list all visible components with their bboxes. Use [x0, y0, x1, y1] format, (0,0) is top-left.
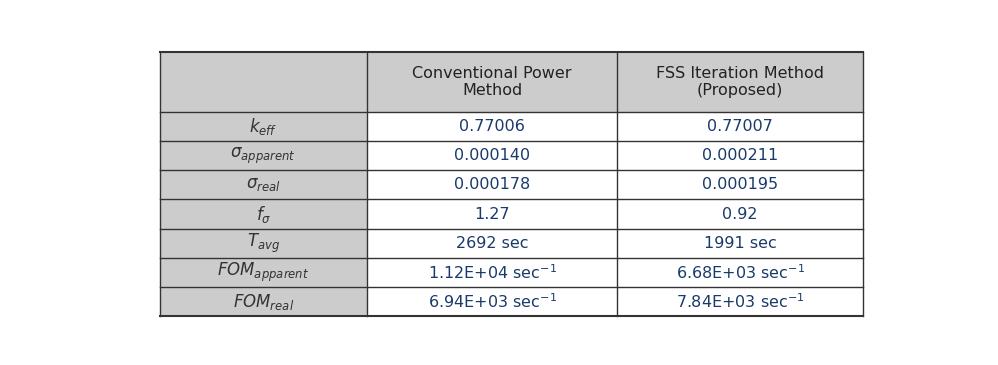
Text: 0.77007: 0.77007 [708, 119, 773, 134]
Bar [367, 112, 617, 141]
Bar [367, 170, 617, 199]
Text: $FOM_{real}$: $FOM_{real}$ [233, 292, 294, 312]
Text: Conventional Power
Method: Conventional Power Method [412, 66, 572, 98]
Bar [367, 228, 617, 258]
Bar [617, 199, 863, 228]
Bar [617, 287, 863, 316]
Text: 2692 sec: 2692 sec [456, 236, 528, 251]
Text: 6.94E+03 sec$^{-1}$: 6.94E+03 sec$^{-1}$ [427, 292, 557, 311]
Bar [367, 199, 617, 228]
Bar [617, 52, 863, 112]
Bar [367, 52, 617, 112]
Bar [160, 141, 367, 170]
Text: 0.000211: 0.000211 [703, 148, 778, 163]
Text: 0.77006: 0.77006 [459, 119, 525, 134]
Text: $\sigma_{apparent}$: $\sigma_{apparent}$ [231, 145, 296, 166]
Bar [160, 228, 367, 258]
Bar [367, 287, 617, 316]
Bar [617, 112, 863, 141]
Bar [367, 258, 617, 287]
Text: $FOM_{apparent}$: $FOM_{apparent}$ [218, 261, 309, 284]
Bar [367, 141, 617, 170]
Text: 6.68E+03 sec$^{-1}$: 6.68E+03 sec$^{-1}$ [676, 263, 804, 282]
Bar [160, 170, 367, 199]
Text: FSS Iteration Method
(Proposed): FSS Iteration Method (Proposed) [657, 66, 824, 98]
Text: 0.000178: 0.000178 [454, 177, 530, 192]
Text: 7.84E+03 sec$^{-1}$: 7.84E+03 sec$^{-1}$ [676, 292, 804, 311]
Text: 1.12E+04 sec$^{-1}$: 1.12E+04 sec$^{-1}$ [427, 263, 557, 282]
Bar [617, 141, 863, 170]
Bar [160, 287, 367, 316]
Text: $f_{\sigma}$: $f_{\sigma}$ [255, 204, 271, 224]
Text: 1.27: 1.27 [474, 207, 510, 222]
Bar [617, 170, 863, 199]
Text: $T_{avg}$: $T_{avg}$ [247, 232, 279, 255]
Text: $k_{eff}$: $k_{eff}$ [250, 116, 277, 137]
Bar [160, 258, 367, 287]
Bar [160, 112, 367, 141]
Text: 0.92: 0.92 [723, 207, 757, 222]
Bar [617, 258, 863, 287]
Bar [160, 199, 367, 228]
Bar [160, 52, 367, 112]
Text: 0.000195: 0.000195 [703, 177, 778, 192]
Bar [617, 228, 863, 258]
Text: $\sigma_{real}$: $\sigma_{real}$ [246, 176, 280, 193]
Text: 0.000140: 0.000140 [454, 148, 530, 163]
Text: 1991 sec: 1991 sec [704, 236, 776, 251]
